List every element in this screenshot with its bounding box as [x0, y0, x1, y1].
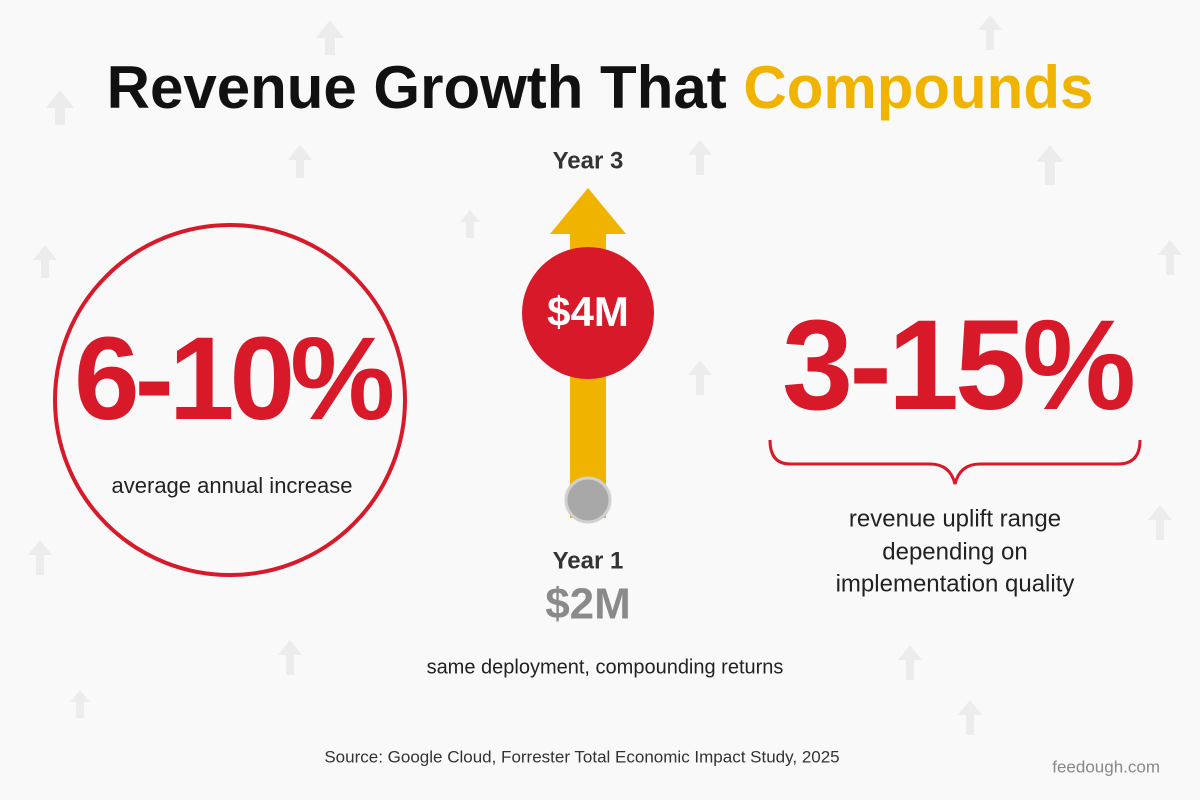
left-ring: [53, 223, 407, 577]
right-caption-line: revenue uplift range: [849, 505, 1061, 532]
left-caption: average annual increase: [112, 473, 353, 498]
year3-value: $4M: [547, 288, 629, 335]
title-highlight: Compounds: [743, 54, 1093, 121]
year3-circle: [522, 247, 654, 379]
right-brace: [768, 439, 1142, 485]
growth-arrowhead: [550, 188, 626, 234]
left-value: 6-10%: [74, 313, 392, 445]
title-main: Revenue Growth That: [107, 54, 727, 121]
title: Revenue Growth That Compounds: [107, 54, 1094, 121]
right-value: 3-15%: [782, 294, 1133, 437]
year3-label: Year 3: [553, 147, 624, 174]
center-caption: same deployment, compounding returns: [427, 656, 784, 678]
right-caption-line: depending on: [882, 538, 1027, 565]
brand: feedough.com: [1052, 757, 1160, 776]
year1-dot: [564, 476, 612, 524]
source: Source: Google Cloud, Forrester Total Ec…: [324, 747, 839, 766]
right-caption-line: implementation quality: [836, 570, 1075, 597]
year1-label: Year 1: [553, 547, 624, 574]
background-arrows: [28, 15, 1182, 735]
year1-value: $2M: [545, 580, 631, 629]
